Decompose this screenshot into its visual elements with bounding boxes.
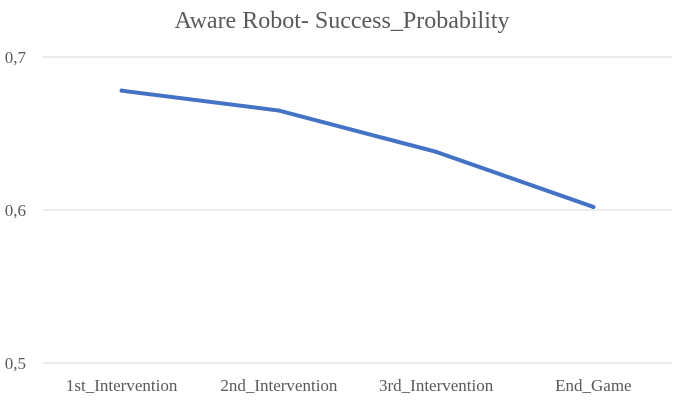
gridlines: [43, 56, 672, 364]
y-tick-label: 0,7: [5, 48, 27, 67]
series-line: [119, 88, 596, 209]
x-tick-label: 3rd_Intervention: [379, 376, 494, 395]
chart-title: Aware Robot- Success_Probability: [174, 8, 509, 34]
data-point: [276, 108, 281, 113]
x-tick-label: End_Game: [555, 376, 631, 395]
data-point: [591, 204, 596, 209]
data-point: [434, 149, 439, 154]
series-group: [119, 88, 596, 209]
x-axis-tick-labels: 1st_Intervention 2nd_Intervention 3rd_Inte…: [66, 376, 632, 395]
x-tick-label: 2nd_Intervention: [220, 376, 338, 395]
y-tick-label: 0,5: [5, 354, 26, 373]
y-tick-label: 0,6: [5, 201, 26, 220]
y-axis-tick-labels: 0,5 0,6 0,7: [5, 48, 27, 373]
data-point: [119, 88, 124, 93]
x-tick-label: 1st_Intervention: [66, 376, 178, 395]
